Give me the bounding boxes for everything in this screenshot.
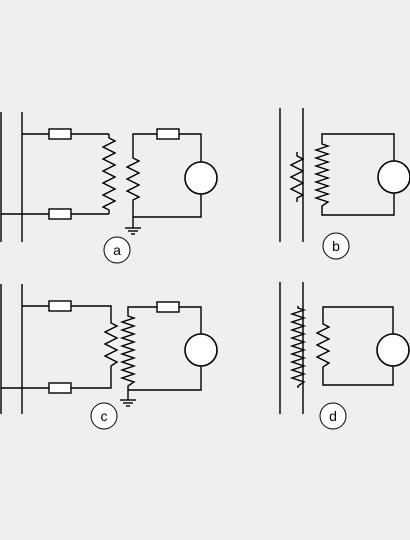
wire xyxy=(128,366,202,391)
panel-tag-label: d xyxy=(329,408,337,424)
secondary-winding xyxy=(313,142,331,208)
secondary-winding xyxy=(119,314,137,390)
panel-tag-label: c xyxy=(101,408,108,424)
load xyxy=(377,160,410,194)
wire xyxy=(322,366,394,386)
panel-tag-circle xyxy=(90,402,118,430)
load xyxy=(184,161,218,195)
primary-winding xyxy=(289,306,307,388)
wire xyxy=(322,306,394,334)
panel-tag-label: a xyxy=(113,242,121,258)
secondary-winding xyxy=(315,320,331,376)
secondary-winding xyxy=(125,154,141,217)
wire xyxy=(71,373,112,389)
wire xyxy=(132,133,157,154)
panel-c: c xyxy=(0,284,218,430)
fuse xyxy=(48,382,72,394)
load xyxy=(184,333,218,367)
fuse xyxy=(156,301,180,313)
panel-tag-label: b xyxy=(332,238,340,254)
ground-icon xyxy=(125,227,141,235)
wire xyxy=(133,194,202,218)
primary-winding xyxy=(289,152,305,202)
primary-winding xyxy=(101,134,117,214)
panel-a: a xyxy=(0,112,218,264)
wire xyxy=(179,133,202,162)
fuse xyxy=(156,128,180,140)
wire xyxy=(321,133,395,162)
ground-icon xyxy=(120,399,136,407)
wire xyxy=(71,305,112,320)
fuse xyxy=(48,128,72,140)
panel-tag-circle xyxy=(322,232,350,260)
fuse xyxy=(48,300,72,312)
panel-d: d xyxy=(279,282,410,430)
wire xyxy=(179,306,202,334)
wire xyxy=(127,306,157,314)
load xyxy=(376,333,410,367)
fuse xyxy=(48,208,72,220)
panel-tag-circle xyxy=(319,402,347,430)
panel-b: b xyxy=(279,108,410,260)
wire xyxy=(321,193,395,216)
panel-tag-circle xyxy=(103,236,131,264)
primary-winding xyxy=(103,320,119,373)
